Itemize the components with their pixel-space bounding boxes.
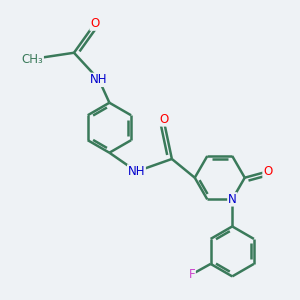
Text: NH: NH bbox=[90, 73, 108, 86]
Text: F: F bbox=[189, 268, 195, 281]
Text: NH: NH bbox=[128, 165, 145, 178]
Text: N: N bbox=[228, 193, 237, 206]
Text: O: O bbox=[90, 17, 99, 30]
Text: CH₃: CH₃ bbox=[22, 52, 43, 65]
Text: O: O bbox=[159, 113, 168, 126]
Text: O: O bbox=[263, 165, 272, 178]
